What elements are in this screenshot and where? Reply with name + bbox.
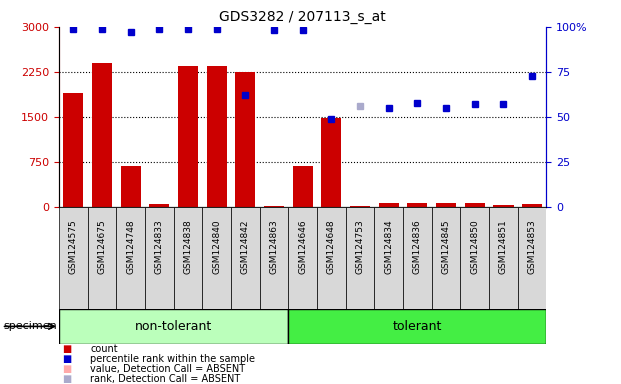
Text: percentile rank within the sample: percentile rank within the sample [90,354,255,364]
FancyBboxPatch shape [518,207,546,309]
FancyBboxPatch shape [88,207,116,309]
Bar [264,205,284,207]
Text: GSM124836: GSM124836 [413,220,422,274]
Text: GSM124850: GSM124850 [470,220,479,274]
Bar [292,166,313,207]
FancyBboxPatch shape [231,207,260,309]
FancyBboxPatch shape [174,207,202,309]
FancyBboxPatch shape [260,207,288,309]
Text: GSM124675: GSM124675 [97,220,107,274]
Text: GSM124842: GSM124842 [241,220,250,274]
Bar [92,63,112,207]
Text: ■: ■ [62,354,71,364]
Bar [379,203,399,207]
Text: GSM124845: GSM124845 [442,220,451,274]
FancyBboxPatch shape [202,207,231,309]
Bar [407,203,427,207]
Bar [350,205,370,207]
Text: rank, Detection Call = ABSENT: rank, Detection Call = ABSENT [90,374,240,384]
Bar [207,66,227,207]
Text: ■: ■ [62,374,71,384]
Text: GSM124834: GSM124834 [384,220,393,274]
Bar [149,204,170,207]
Text: non-tolerant: non-tolerant [135,320,212,333]
FancyBboxPatch shape [145,207,174,309]
Bar [436,202,456,207]
Text: ■: ■ [62,344,71,354]
Bar [63,93,83,207]
FancyBboxPatch shape [317,207,346,309]
Text: GSM124853: GSM124853 [528,220,537,274]
Text: GSM124646: GSM124646 [298,220,307,274]
FancyBboxPatch shape [116,207,145,309]
Bar [322,118,342,207]
Text: GSM124840: GSM124840 [212,220,221,274]
Text: GSM124748: GSM124748 [126,220,135,274]
Text: GSM124851: GSM124851 [499,220,508,274]
Text: specimen: specimen [3,321,57,331]
FancyBboxPatch shape [288,207,317,309]
FancyBboxPatch shape [374,207,403,309]
FancyBboxPatch shape [346,207,374,309]
Text: GSM124648: GSM124648 [327,220,336,274]
FancyBboxPatch shape [489,207,518,309]
FancyBboxPatch shape [288,309,546,344]
Bar [178,66,198,207]
Bar [494,205,514,207]
FancyBboxPatch shape [403,207,432,309]
Text: GSM124575: GSM124575 [69,220,78,274]
FancyBboxPatch shape [460,207,489,309]
Bar [522,204,542,207]
Title: GDS3282 / 207113_s_at: GDS3282 / 207113_s_at [219,10,386,25]
FancyBboxPatch shape [59,207,88,309]
Text: value, Detection Call = ABSENT: value, Detection Call = ABSENT [90,364,245,374]
Text: ■: ■ [62,364,71,374]
Text: tolerant: tolerant [392,320,442,333]
Text: GSM124833: GSM124833 [155,220,164,274]
Bar [120,166,141,207]
Text: GSM124838: GSM124838 [184,220,193,274]
Text: GSM124863: GSM124863 [270,220,279,274]
FancyBboxPatch shape [432,207,460,309]
Bar [465,202,485,207]
Text: count: count [90,344,117,354]
FancyBboxPatch shape [59,309,288,344]
Bar [235,72,255,207]
Text: GSM124753: GSM124753 [356,220,365,274]
